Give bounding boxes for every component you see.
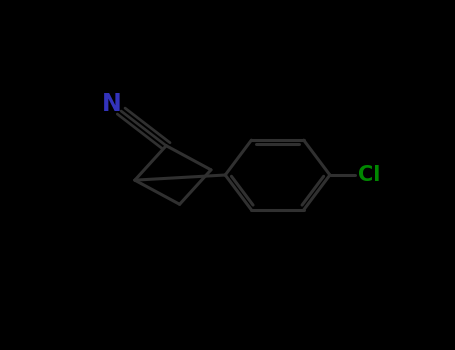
Text: N: N (101, 92, 121, 116)
Text: Cl: Cl (358, 165, 380, 185)
